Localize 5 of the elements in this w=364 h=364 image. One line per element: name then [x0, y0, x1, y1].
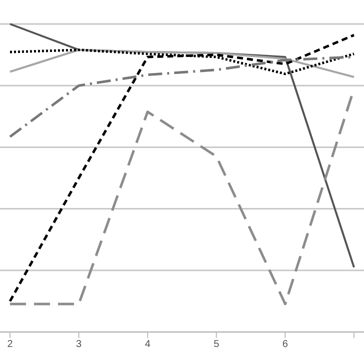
x-tick-label: 6 — [282, 339, 288, 350]
x-tick-label: 5 — [214, 339, 220, 350]
x-tick-label: 2 — [7, 339, 14, 350]
x-tick-label: 3 — [76, 339, 82, 350]
x-tick-label: 4 — [144, 339, 151, 350]
